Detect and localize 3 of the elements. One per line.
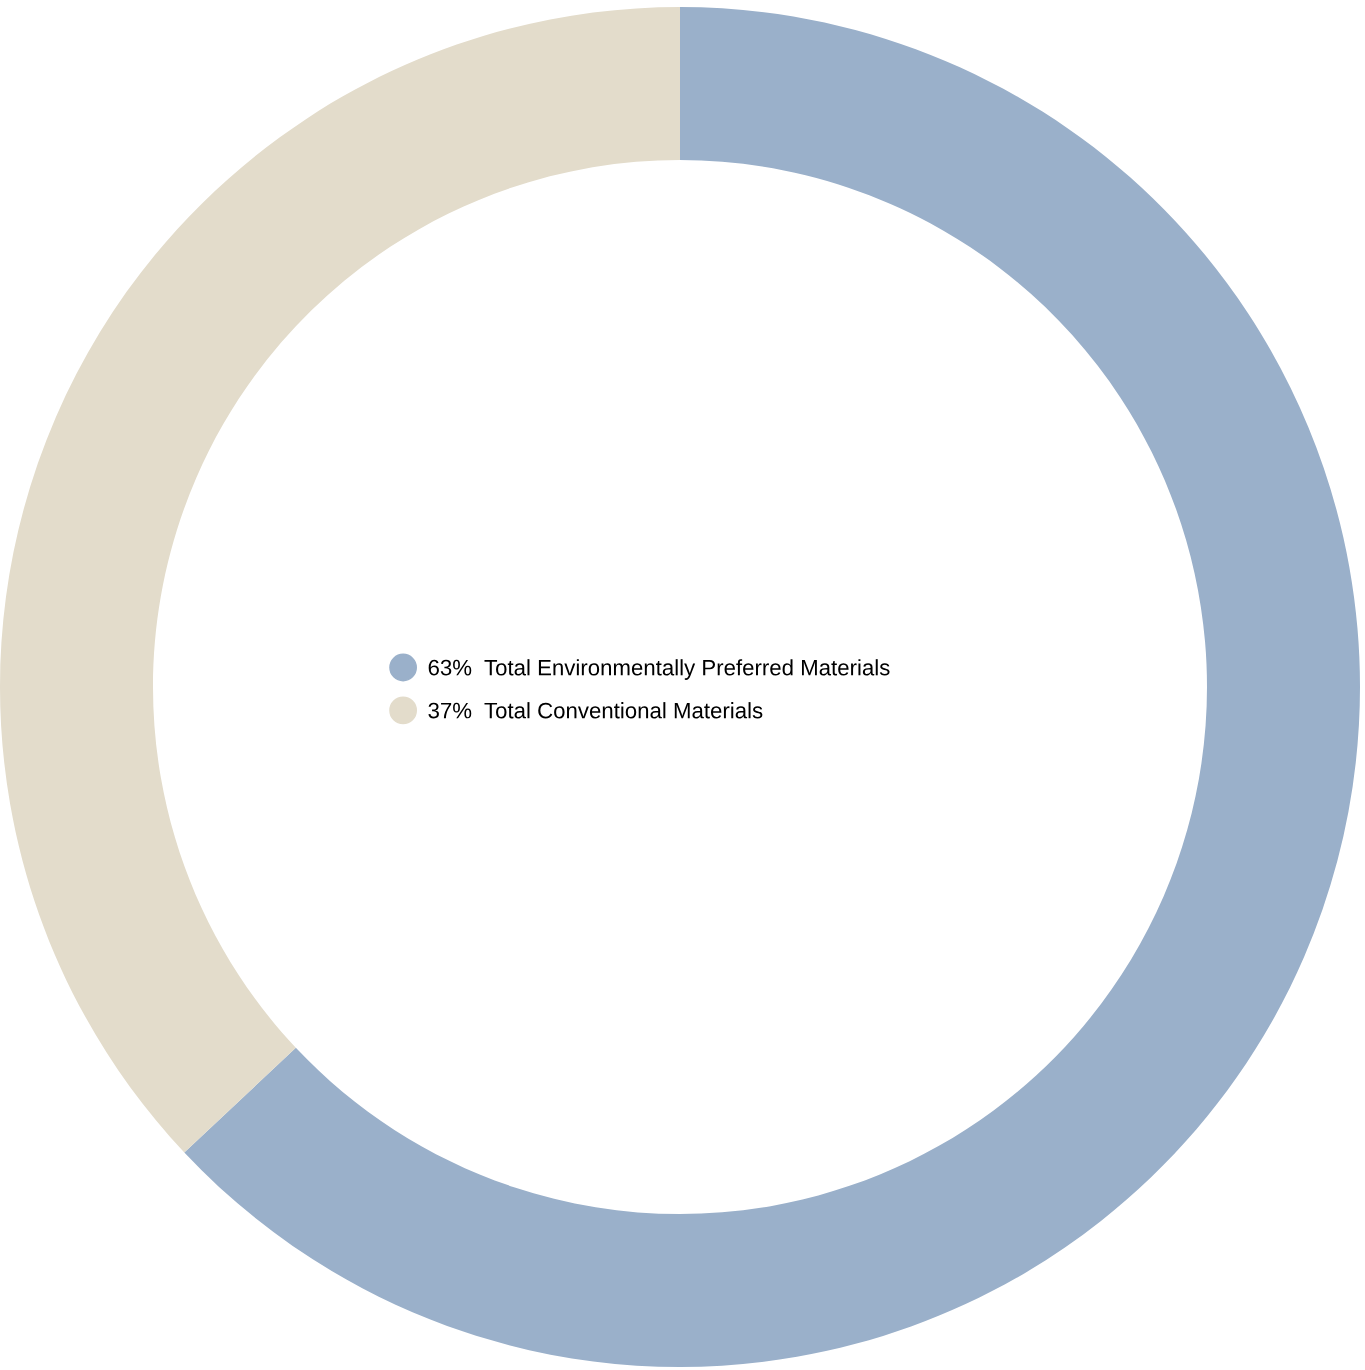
legend-label: 63% Total Environmentally Preferred Materials bbox=[428, 659, 890, 680]
donut-slice bbox=[184, 7, 1360, 1367]
legend-label: 37% Total Conventional Materials bbox=[428, 702, 763, 719]
